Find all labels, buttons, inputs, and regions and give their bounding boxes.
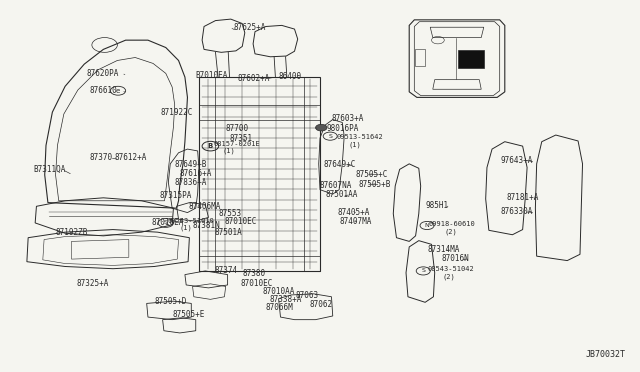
Text: (1): (1) [180,224,193,231]
Text: 08157-0201E: 08157-0201E [214,141,260,147]
Text: (2): (2) [443,273,456,280]
Text: 87192ZB: 87192ZB [56,228,88,237]
Text: 09543-51010: 09543-51010 [167,218,214,224]
Text: 87700: 87700 [226,124,249,133]
Text: 87016N: 87016N [441,254,469,263]
Text: 87501A: 87501A [215,228,243,237]
Text: S: S [328,134,332,139]
Text: 87616+A: 87616+A [180,169,212,177]
Text: 87066M: 87066M [266,303,294,312]
Text: B: B [208,143,213,149]
Text: S: S [164,221,168,225]
Text: 87063: 87063 [295,291,318,300]
Text: 87314MA: 87314MA [427,245,460,254]
Text: B7311QA: B7311QA [33,165,66,174]
Text: 87607NA: 87607NA [320,181,353,190]
Text: 87501AA: 87501AA [325,190,358,199]
Text: 87407MA: 87407MA [339,217,371,226]
Text: JB70032T: JB70032T [586,350,626,359]
Text: (1): (1) [349,141,362,148]
Text: (2): (2) [444,228,457,235]
Text: 876330A: 876330A [500,207,532,217]
Text: 87181+A: 87181+A [507,193,539,202]
Text: 871922C: 871922C [161,108,193,117]
Text: 87374: 87374 [215,266,238,275]
Text: 87602+A: 87602+A [237,74,269,83]
Text: 87505+C: 87505+C [355,170,387,179]
Text: 87010AA: 87010AA [262,288,295,296]
Circle shape [316,124,327,131]
Text: 87553: 87553 [218,209,241,218]
Text: 09918-60610: 09918-60610 [428,221,475,227]
Text: e: e [116,88,120,94]
Text: 87836+A: 87836+A [175,178,207,187]
Bar [458,50,484,68]
Text: 87405+A: 87405+A [338,208,370,217]
Text: (1): (1) [223,147,236,154]
Text: 87381N: 87381N [193,221,220,230]
Text: 87612+A: 87612+A [115,153,147,163]
Text: 87603+A: 87603+A [332,114,364,123]
Text: 87649+B: 87649+B [175,160,207,169]
Text: 09513-51642: 09513-51642 [337,134,383,140]
Text: 87380: 87380 [243,269,266,278]
Text: 87062: 87062 [309,300,332,309]
Text: 87010EC: 87010EC [225,217,257,226]
Text: 87625+A: 87625+A [234,23,266,32]
Text: 87338+A: 87338+A [269,295,301,304]
Text: 87370: 87370 [90,153,113,163]
Text: 08543-51042: 08543-51042 [427,266,474,272]
Text: 98016PA: 98016PA [326,124,359,132]
Text: 97643+A: 97643+A [500,155,532,165]
Text: 87351: 87351 [230,134,253,142]
Text: 86400: 86400 [278,72,301,81]
Text: 87505+E: 87505+E [172,310,205,319]
Text: S: S [421,269,425,273]
Text: 87505+B: 87505+B [358,180,390,189]
Text: 87620PA: 87620PA [86,69,118,78]
Text: N: N [425,223,429,228]
Text: 87406MA: 87406MA [189,202,221,211]
Text: 87315PA: 87315PA [159,192,192,201]
Text: B7010EA: B7010EA [196,71,228,80]
Text: 87010EA: 87010EA [152,218,184,227]
Text: 87325+A: 87325+A [77,279,109,288]
Text: 985H1: 985H1 [425,201,448,210]
Text: 876610: 876610 [90,86,117,95]
Text: 87649+C: 87649+C [323,160,356,169]
Text: 87010EC: 87010EC [241,279,273,288]
Text: 87505+D: 87505+D [154,297,187,306]
